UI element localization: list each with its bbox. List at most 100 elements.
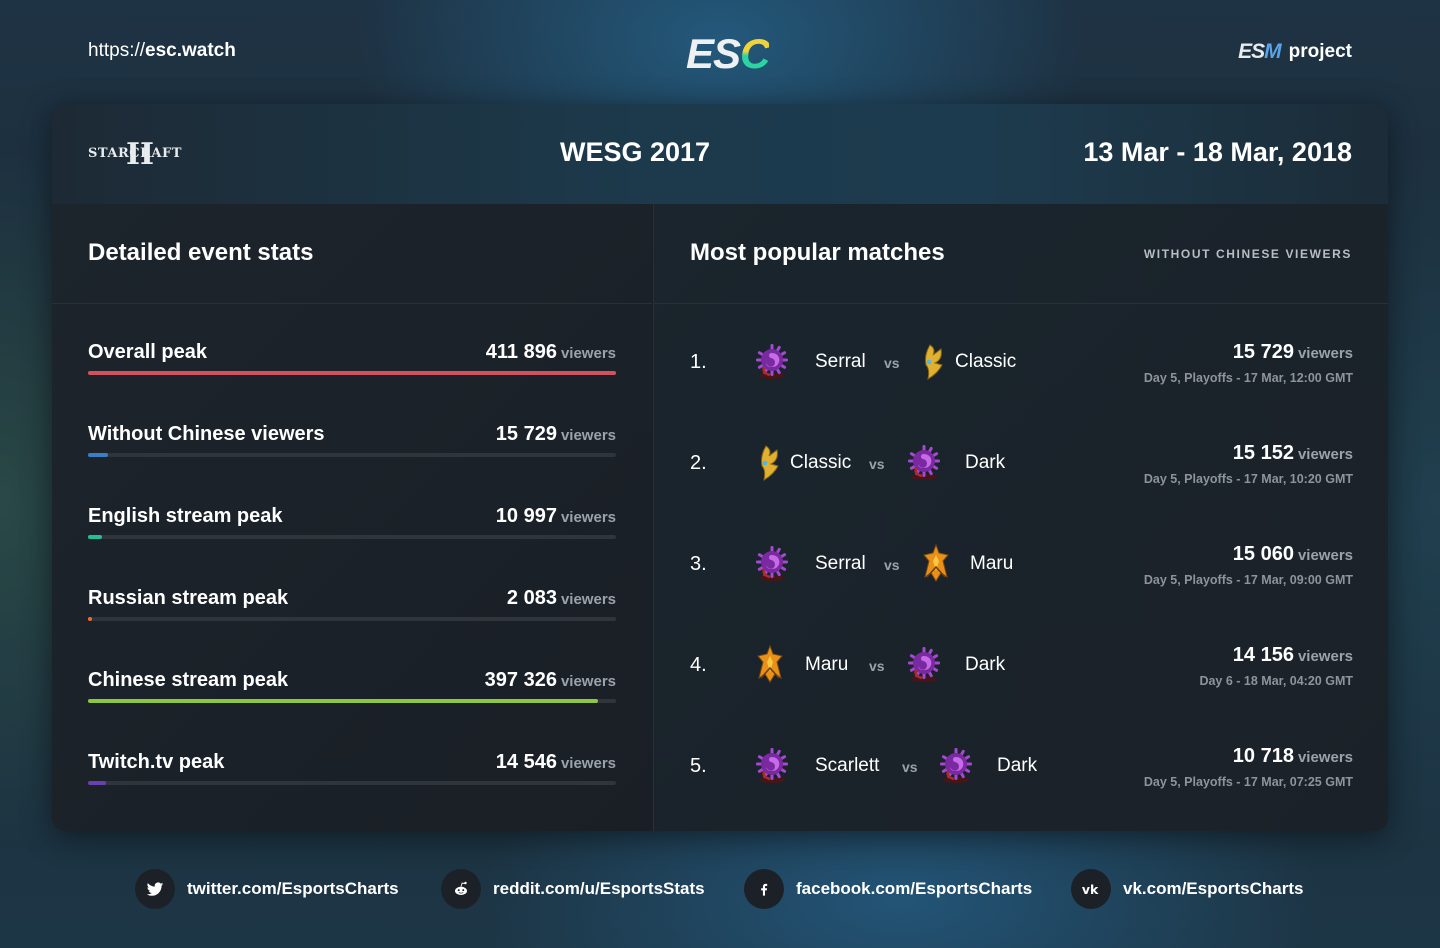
match-rank: 2.	[690, 452, 707, 474]
match-viewers-number: 14 156	[1232, 644, 1294, 666]
stat-row: Russian stream peak 2 083 viewers	[88, 587, 616, 647]
match-viewers-unit: viewers	[1297, 345, 1353, 362]
stat-row: Overall peak 411 896 viewers	[88, 341, 616, 401]
zerg-race-icon	[906, 442, 942, 482]
stat-value: 15 729 viewers	[496, 423, 616, 446]
esc-logo-e: E	[686, 30, 714, 77]
stat-bar-track	[88, 617, 616, 621]
reddit-icon	[441, 869, 481, 909]
esc-logo[interactable]: ESC	[686, 30, 770, 78]
matches-panel-title: Most popular matches	[690, 239, 945, 266]
stat-row: Chinese stream peak 397 326 viewers	[88, 669, 616, 729]
starcraft-logo-roman: II	[126, 137, 155, 172]
popular-matches-panel: Most popular matches WITHOUT CHINESE VIE…	[653, 204, 1388, 831]
match-viewers: 15 060 viewers	[1233, 543, 1353, 566]
match-rank: 5.	[690, 755, 707, 777]
match-row[interactable]: 5. Scarlett vs Dark 10 718 viewers Day 5, Play…	[690, 745, 1353, 805]
match-viewers-number: 15 152	[1232, 442, 1294, 464]
stat-bar-track	[88, 453, 616, 457]
stat-label: English stream peak	[88, 505, 283, 527]
zerg-race-icon	[938, 745, 974, 785]
starcraft2-logo: STARCRAFT II	[88, 138, 188, 174]
match-rank: 4.	[690, 654, 707, 676]
stat-value: 411 896 viewers	[486, 341, 616, 364]
social-link-twitter[interactable]: twitter.com/EsportsCharts	[135, 866, 399, 912]
protoss-race-icon	[752, 442, 788, 482]
match-viewers-number: 10 718	[1232, 745, 1294, 767]
social-link-vk[interactable]: vk vk.com/EsportsCharts	[1071, 866, 1303, 912]
stat-unit: viewers	[560, 673, 616, 690]
matches-panel-note: WITHOUT CHINESE VIEWERS	[1143, 247, 1352, 261]
player-1-name: Maru	[805, 654, 849, 675]
stat-number: 397 326	[484, 669, 557, 691]
matches-panel-header: Most popular matches WITHOUT CHINESE VIE…	[654, 204, 1388, 304]
match-viewers: 14 156 viewers	[1233, 644, 1353, 667]
player-2-name: Dark	[965, 452, 1006, 473]
stat-number: 411 896	[485, 341, 557, 363]
stat-bar-fill	[88, 453, 109, 457]
stat-label: Twitch.tv peak	[88, 751, 225, 773]
esm-project-link[interactable]: ESM project	[1238, 40, 1352, 64]
match-viewers-number: 15 060	[1232, 543, 1294, 565]
detailed-stats-panel: Detailed event stats Overall peak 411 896…	[52, 204, 652, 831]
social-link-reddit[interactable]: reddit.com/u/EsportsStats	[441, 866, 705, 912]
event-dates: 13 Mar - 18 Mar, 2018	[1083, 137, 1352, 167]
esm-logo-es: ES	[1238, 40, 1265, 63]
site-url-link[interactable]: https://esc.watch	[88, 40, 236, 62]
match-row[interactable]: 3. Serral vs Maru 15 060 viewers Day 5, Playof…	[690, 543, 1353, 603]
stat-bar-fill	[88, 699, 598, 703]
social-link-facebook[interactable]: facebook.com/EsportsCharts	[744, 866, 1032, 912]
stat-label: Overall peak	[88, 341, 207, 363]
stat-bar-track	[88, 371, 616, 375]
match-viewers: 10 718 viewers	[1233, 745, 1353, 768]
event-header: STARCRAFT II WESG 2017 13 Mar - 18 Mar, …	[52, 104, 1388, 204]
match-datetime: Day 5, Playoffs - 17 Mar, 09:00 GMT	[1143, 573, 1353, 587]
stat-bar-fill	[88, 781, 107, 785]
stat-bar-track	[88, 781, 616, 785]
stat-label: Without Chinese viewers	[88, 423, 325, 445]
vs-label: vs	[884, 557, 900, 573]
stat-bar-track	[88, 535, 616, 539]
match-datetime: Day 5, Playoffs - 17 Mar, 07:25 GMT	[1143, 775, 1353, 789]
player-2-name: Dark	[965, 654, 1006, 675]
stat-bar-fill	[88, 371, 616, 375]
match-viewers-unit: viewers	[1297, 648, 1353, 665]
terran-race-icon	[918, 543, 954, 583]
player-2-name: Classic	[955, 351, 1017, 372]
stat-value: 10 997 viewers	[496, 505, 616, 528]
esm-logo: ESM	[1238, 40, 1281, 64]
match-datetime: Day 5, Playoffs - 17 Mar, 12:00 GMT	[1143, 371, 1353, 385]
vk-icon: vk	[1071, 869, 1111, 909]
match-viewers: 15 729 viewers	[1233, 341, 1353, 364]
stat-row: English stream peak 10 997 viewers	[88, 505, 616, 565]
vs-label: vs	[869, 456, 885, 472]
social-link-text: twitter.com/EsportsCharts	[187, 879, 399, 898]
player-2-name: Maru	[970, 553, 1014, 574]
terran-race-icon	[752, 644, 788, 684]
match-row[interactable]: 2. Classic vs Dark 15 152 viewers Day 5, Playo…	[690, 442, 1353, 502]
facebook-icon	[744, 869, 784, 909]
player-1-name: Classic	[790, 452, 852, 473]
match-rank: 3.	[690, 553, 707, 575]
social-link-text: reddit.com/u/EsportsStats	[493, 879, 705, 898]
player-1-name: Serral	[815, 553, 866, 574]
site-url-protocol: https://	[88, 40, 146, 61]
stat-unit: viewers	[560, 427, 616, 444]
site-url-host: esc.watch	[145, 40, 236, 61]
stat-row: Without Chinese viewers 15 729 viewers	[88, 423, 616, 483]
player-2-name: Dark	[997, 755, 1038, 776]
stat-label: Chinese stream peak	[88, 669, 289, 691]
match-viewers-unit: viewers	[1297, 749, 1353, 766]
stat-value: 397 326 viewers	[485, 669, 616, 692]
top-bar: https://esc.watch ESC ESM project	[0, 0, 1440, 104]
stat-number: 14 546	[495, 751, 557, 773]
vs-label: vs	[869, 658, 885, 674]
match-viewers: 15 152 viewers	[1233, 442, 1353, 465]
match-row[interactable]: 4. Maru vs Dark 14 156 viewers Day 6 - 18 Mar,…	[690, 644, 1353, 704]
match-row[interactable]: 1. Serral vs Classic 15 729 viewers Day 5, Pla…	[690, 341, 1353, 401]
match-viewers-unit: viewers	[1297, 446, 1353, 463]
stat-unit: viewers	[560, 755, 616, 772]
stat-bar-fill	[88, 617, 93, 621]
esm-project-label: project	[1288, 41, 1352, 62]
player-1-name: Serral	[815, 351, 866, 372]
